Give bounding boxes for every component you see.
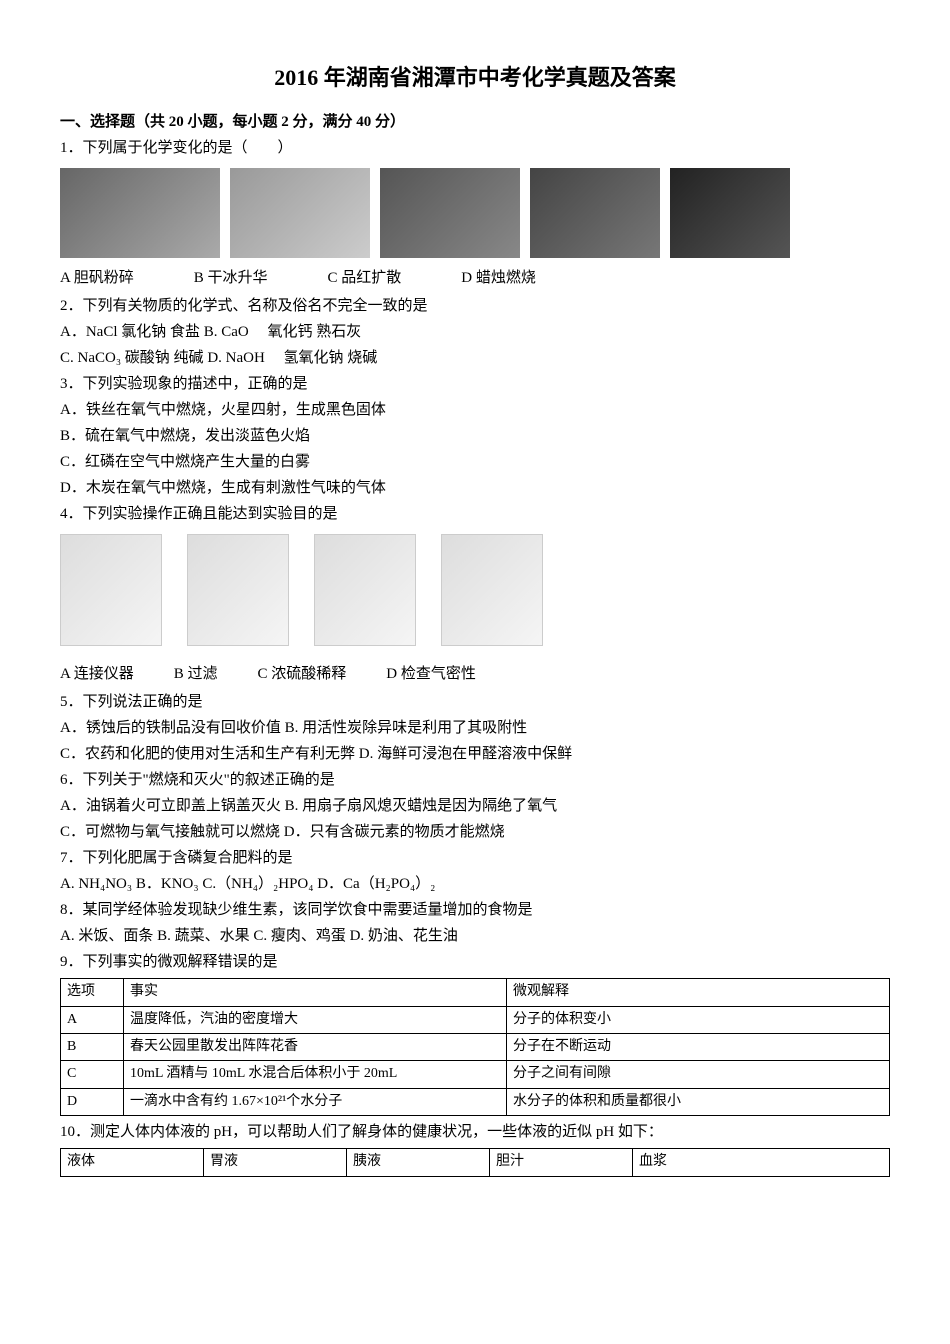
image-placeholder bbox=[187, 534, 289, 646]
table-cell: 10mL 酒精与 10mL 水混合后体积小于 20mL bbox=[124, 1061, 507, 1088]
table-cell: 分子之间有间隙 bbox=[507, 1061, 890, 1088]
table-cell: D bbox=[61, 1088, 124, 1115]
question-1: 1．下列属于化学变化的是（ ） bbox=[60, 136, 890, 160]
question-5-line1: A．锈蚀后的铁制品没有回收价值 B. 用活性炭除异味是利用了其吸附性 bbox=[60, 716, 890, 740]
image-placeholder bbox=[530, 168, 660, 258]
question-6: 6．下列关于"燃烧和灭火"的叙述正确的是 bbox=[60, 768, 890, 792]
question-6-line1: A．油锅着火可立即盖上锅盖灭火 B. 用扇子扇风熄灭蜡烛是因为隔绝了氧气 bbox=[60, 794, 890, 818]
table-cell: 胃液 bbox=[204, 1149, 347, 1176]
table-cell: 温度降低，汽油的密度增大 bbox=[124, 1006, 507, 1033]
table-cell: 事实 bbox=[124, 979, 507, 1006]
question-9: 9．下列事实的微观解释错误的是 bbox=[60, 950, 890, 974]
question-4-images bbox=[60, 534, 890, 654]
question-3: 3．下列实验现象的描述中，正确的是 bbox=[60, 372, 890, 396]
page-title: 2016 年湖南省湘潭市中考化学真题及答案 bbox=[60, 60, 890, 95]
image-placeholder bbox=[314, 534, 416, 646]
question-4: 4．下列实验操作正确且能达到实验目的是 bbox=[60, 502, 890, 526]
question-7-options: A. NH₄NO₃ B．KNO₃ C.（NH₄）₂HPO₄ D．Ca（H₂PO₄… bbox=[60, 872, 890, 896]
table-cell: 一滴水中含有约 1.67×10²¹个水分子 bbox=[124, 1088, 507, 1115]
question-2: 2．下列有关物质的化学式、名称及俗名不完全一致的是 bbox=[60, 294, 890, 318]
image-placeholder bbox=[670, 168, 790, 258]
table-cell: 分子在不断运动 bbox=[507, 1033, 890, 1060]
table-row: C 10mL 酒精与 10mL 水混合后体积小于 20mL 分子之间有间隙 bbox=[61, 1061, 890, 1088]
table-row: 液体 胃液 胰液 胆汁 血浆 bbox=[61, 1149, 890, 1176]
question-3-a: A．铁丝在氧气中燃烧，火星四射，生成黑色固体 bbox=[60, 398, 890, 422]
question-1-options: A 胆矾粉碎 B 干冰升华 C 品红扩散 D 蜡烛燃烧 bbox=[60, 266, 890, 290]
question-6-line2: C．可燃物与氧气接触就可以燃烧 D．只有含碳元素的物质才能燃烧 bbox=[60, 820, 890, 844]
question-9-table: 选项 事实 微观解释 A 温度降低，汽油的密度增大 分子的体积变小 B 春天公园… bbox=[60, 978, 890, 1116]
image-placeholder bbox=[380, 168, 520, 258]
question-3-d: D．木炭在氧气中燃烧，生成有刺激性气味的气体 bbox=[60, 476, 890, 500]
image-placeholder bbox=[441, 534, 543, 646]
option-b: B 干冰升华 bbox=[194, 266, 268, 290]
table-row: D 一滴水中含有约 1.67×10²¹个水分子 水分子的体积和质量都很小 bbox=[61, 1088, 890, 1115]
question-2-line2: C. NaCO₃ 碳酸钠 纯碱 D. NaOH 氢氧化钠 烧碱 bbox=[60, 346, 890, 370]
table-row: B 春天公园里散发出阵阵花香 分子在不断运动 bbox=[61, 1033, 890, 1060]
section-header: 一、选择题（共 20 小题，每小题 2 分，满分 40 分） bbox=[60, 110, 890, 134]
table-cell: 胰液 bbox=[347, 1149, 490, 1176]
option-d: D 蜡烛燃烧 bbox=[461, 266, 536, 290]
question-8-options: A. 米饭、面条 B. 蔬菜、水果 C. 瘦肉、鸡蛋 D. 奶油、花生油 bbox=[60, 924, 890, 948]
table-cell: 液体 bbox=[61, 1149, 204, 1176]
option-c: C 品红扩散 bbox=[328, 266, 402, 290]
question-5: 5．下列说法正确的是 bbox=[60, 690, 890, 714]
table-cell: 胆汁 bbox=[490, 1149, 633, 1176]
question-3-c: C．红磷在空气中燃烧产生大量的白雾 bbox=[60, 450, 890, 474]
image-placeholder bbox=[60, 534, 162, 646]
question-4-options: A 连接仪器 B 过滤 C 浓硫酸稀释 D 检查气密性 bbox=[60, 662, 890, 686]
table-cell: 分子的体积变小 bbox=[507, 1006, 890, 1033]
image-placeholder bbox=[60, 168, 220, 258]
option-a: A 连接仪器 bbox=[60, 662, 134, 686]
table-cell: 水分子的体积和质量都很小 bbox=[507, 1088, 890, 1115]
table-cell: A bbox=[61, 1006, 124, 1033]
option-a: A 胆矾粉碎 bbox=[60, 266, 134, 290]
question-10-table: 液体 胃液 胰液 胆汁 血浆 bbox=[60, 1148, 890, 1176]
question-3-b: B．硫在氧气中燃烧，发出淡蓝色火焰 bbox=[60, 424, 890, 448]
question-1-images bbox=[60, 168, 890, 258]
table-cell: B bbox=[61, 1033, 124, 1060]
table-cell: 血浆 bbox=[633, 1149, 890, 1176]
question-10: 10．测定人体内体液的 pH，可以帮助人们了解身体的健康状况，一些体液的近似 p… bbox=[60, 1120, 890, 1144]
option-b: B 过滤 bbox=[174, 662, 218, 686]
question-7: 7．下列化肥属于含磷复合肥料的是 bbox=[60, 846, 890, 870]
option-d: D 检查气密性 bbox=[386, 662, 476, 686]
table-cell: 微观解释 bbox=[507, 979, 890, 1006]
question-8: 8．某同学经体验发现缺少维生素，该同学饮食中需要适量增加的食物是 bbox=[60, 898, 890, 922]
table-cell: C bbox=[61, 1061, 124, 1088]
image-placeholder bbox=[230, 168, 370, 258]
table-row: A 温度降低，汽油的密度增大 分子的体积变小 bbox=[61, 1006, 890, 1033]
option-c: C 浓硫酸稀释 bbox=[258, 662, 347, 686]
question-2-line1: A．NaCl 氯化钠 食盐 B. CaO 氧化钙 熟石灰 bbox=[60, 320, 890, 344]
question-5-line2: C．农药和化肥的使用对生活和生产有利无弊 D. 海鲜可浸泡在甲醛溶液中保鲜 bbox=[60, 742, 890, 766]
table-row: 选项 事实 微观解释 bbox=[61, 979, 890, 1006]
table-cell: 春天公园里散发出阵阵花香 bbox=[124, 1033, 507, 1060]
table-cell: 选项 bbox=[61, 979, 124, 1006]
